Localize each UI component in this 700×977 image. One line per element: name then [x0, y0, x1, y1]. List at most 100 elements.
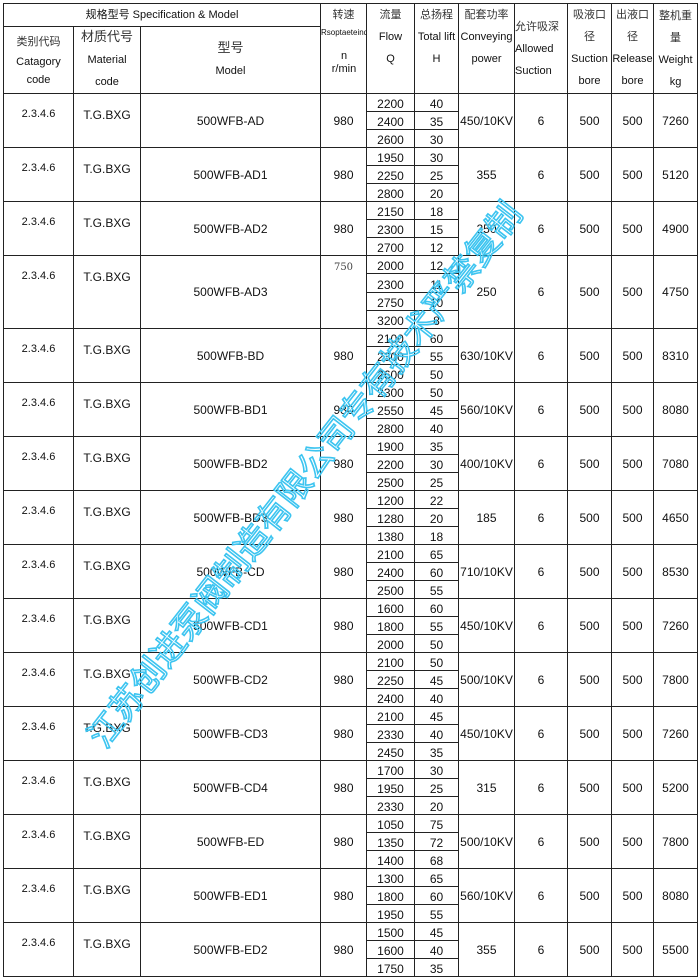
category-code: 2.3.4.6 — [3, 436, 74, 491]
lift-value: 8 — [433, 314, 440, 328]
lift-value: 75 — [415, 816, 458, 833]
allowed-suction-cell: 6 — [514, 382, 568, 437]
lift-stack: 65 60 55 — [415, 546, 458, 598]
speed-cell: 980 — [320, 147, 367, 202]
flow-stack: 2000 2300 2750 3200 — [367, 257, 414, 328]
lift-cell: 30 25 20 — [414, 147, 459, 202]
flow-value: 3200 — [377, 314, 404, 328]
model-cell: 500WFB-BD1 — [140, 382, 321, 437]
table-row: 2.3.4.6 T.G.BXG 500WFB-BD1 980 2300 2550 2800 5… — [3, 382, 698, 437]
suction-header: 允许吸深 Allowed Suction — [514, 3, 568, 94]
weight-cell: 4650 — [653, 490, 698, 545]
weight-cn: 整机重量 — [659, 8, 692, 44]
flow-value: 2100 — [367, 546, 414, 563]
weight-cell: 7260 — [653, 598, 698, 653]
flow-value: 2400 — [377, 692, 404, 706]
table-row: 2.3.4.6 T.G.BXG 500WFB-AD1 980 1950 2250 2800 3… — [3, 147, 698, 202]
speed-cell: 980 — [320, 382, 367, 437]
material-code: T.G.BXG — [73, 382, 141, 437]
speed-cell: 980 — [320, 922, 367, 977]
suction-bore-cell: 500 — [567, 922, 612, 977]
suction-bore-cell: 500 — [567, 544, 612, 599]
flow-cell: 1950 2250 2800 — [366, 147, 415, 202]
weight-cell: 8080 — [653, 382, 698, 437]
lift-cell: 45 40 35 — [414, 706, 459, 761]
flow-cell: 2100 2250 2400 — [366, 652, 415, 707]
category-code: 2.3.4.6 — [3, 382, 74, 437]
flow-value: 2800 — [377, 422, 404, 436]
lift-stack: 18 15 12 — [415, 203, 458, 255]
lift-cell: 50 45 40 — [414, 382, 459, 437]
release-bore-cell: 500 — [611, 490, 654, 545]
weight-cell: 4750 — [653, 255, 698, 329]
lift-value: 50 — [415, 654, 458, 671]
release-bore-cell: 500 — [611, 93, 654, 148]
flow-stack: 2100 2250 2400 — [367, 654, 414, 706]
suction-bore-cell: 500 — [567, 706, 612, 761]
table-row: 2.3.4.6 T.G.BXG 500WFB-AD3 750 2000 2300 2750 3… — [3, 255, 698, 329]
allowed-suction-cell: 6 — [514, 922, 568, 977]
power-cell: 500/10KV — [458, 814, 515, 869]
lift-value: 60 — [415, 600, 458, 617]
table-row: 2.3.4.6 T.G.BXG 500WFB-CD4 980 1700 1950 2330 3… — [3, 760, 698, 815]
lift-en: Total lift — [417, 31, 456, 43]
weight-cell: 8310 — [653, 328, 698, 383]
lift-value: 12 — [429, 241, 444, 255]
lift-value: 11 — [415, 274, 458, 293]
allowed-suction-cell: 6 — [514, 255, 568, 329]
flow-value: 2500 — [377, 476, 404, 490]
power-cell: 400/10KV — [458, 436, 515, 491]
lift-cell: 60 55 50 — [414, 328, 459, 383]
weight-cell: 7260 — [653, 706, 698, 761]
lift-stack: 22 20 18 — [415, 492, 458, 544]
flow-cell: 2300 2550 2800 — [366, 382, 415, 437]
flow-value: 2300 — [367, 384, 414, 401]
flow-value: 2330 — [377, 800, 404, 814]
power-cell: 560/10KV — [458, 868, 515, 923]
weight-en: Weight kg — [658, 53, 693, 88]
allowed-suction-cell: 6 — [514, 598, 568, 653]
category-code: 2.3.4.6 — [3, 922, 74, 977]
release-bore-cell: 500 — [611, 328, 654, 383]
release-bore-cell: 500 — [611, 652, 654, 707]
lift-value: 12 — [415, 257, 458, 275]
lift-value: 20 — [429, 187, 444, 201]
flow-cell: 1600 1800 2000 — [366, 598, 415, 653]
power-cell: 450/10KV — [458, 706, 515, 761]
material-code: T.G.BXG — [73, 147, 141, 202]
lift-value: 55 — [429, 908, 444, 922]
release-bore-cell: 500 — [611, 598, 654, 653]
flow-value: 2330 — [367, 725, 414, 743]
allowed-suction-cell: 6 — [514, 652, 568, 707]
speed-cell: 980 — [320, 868, 367, 923]
power-cell: 500/10KV — [458, 652, 515, 707]
lift-stack: 35 30 25 — [415, 438, 458, 490]
lift-value: 18 — [429, 530, 444, 544]
lift-value: 45 — [415, 401, 458, 419]
table-body: 2.3.4.6 T.G.BXG 500WFB-AD 980 2200 2400 2600 40… — [3, 93, 698, 977]
lift-symbol: H — [432, 53, 441, 65]
flow-value: 2300 — [367, 347, 414, 365]
category-code: 2.3.4.6 — [3, 598, 74, 653]
flow-value: 1050 — [367, 816, 414, 833]
speed-header: 转速 Rsoptaeteindg n r/min — [320, 3, 367, 94]
speed-en: Rsoptaeteindg — [321, 28, 366, 37]
weight-cell: 7800 — [653, 652, 698, 707]
suction-bore-cell: 500 — [567, 255, 612, 329]
model-cell: 500WFB-AD2 — [140, 201, 321, 256]
lift-stack: 75 72 68 — [415, 816, 458, 868]
weight-cell: 5500 — [653, 922, 698, 977]
category-header: 类别代码 Catagory code — [3, 26, 74, 94]
model-cell: 500WFB-CD — [140, 544, 321, 599]
lift-value: 35 — [415, 438, 458, 455]
allowed-suction-cell: 6 — [514, 147, 568, 202]
speed-cell: 980 — [320, 436, 367, 491]
release-bore-header: 出液口径 Release bore — [611, 3, 654, 94]
lift-cell: 50 45 40 — [414, 652, 459, 707]
suction-bore-cell: 500 — [567, 436, 612, 491]
lift-value: 45 — [415, 708, 458, 725]
material-code: T.G.BXG — [73, 544, 141, 599]
category-code: 2.3.4.6 — [3, 328, 74, 383]
material-header: 材质代号 Material code — [73, 26, 141, 94]
flow-stack: 1300 1800 1950 — [367, 870, 414, 922]
